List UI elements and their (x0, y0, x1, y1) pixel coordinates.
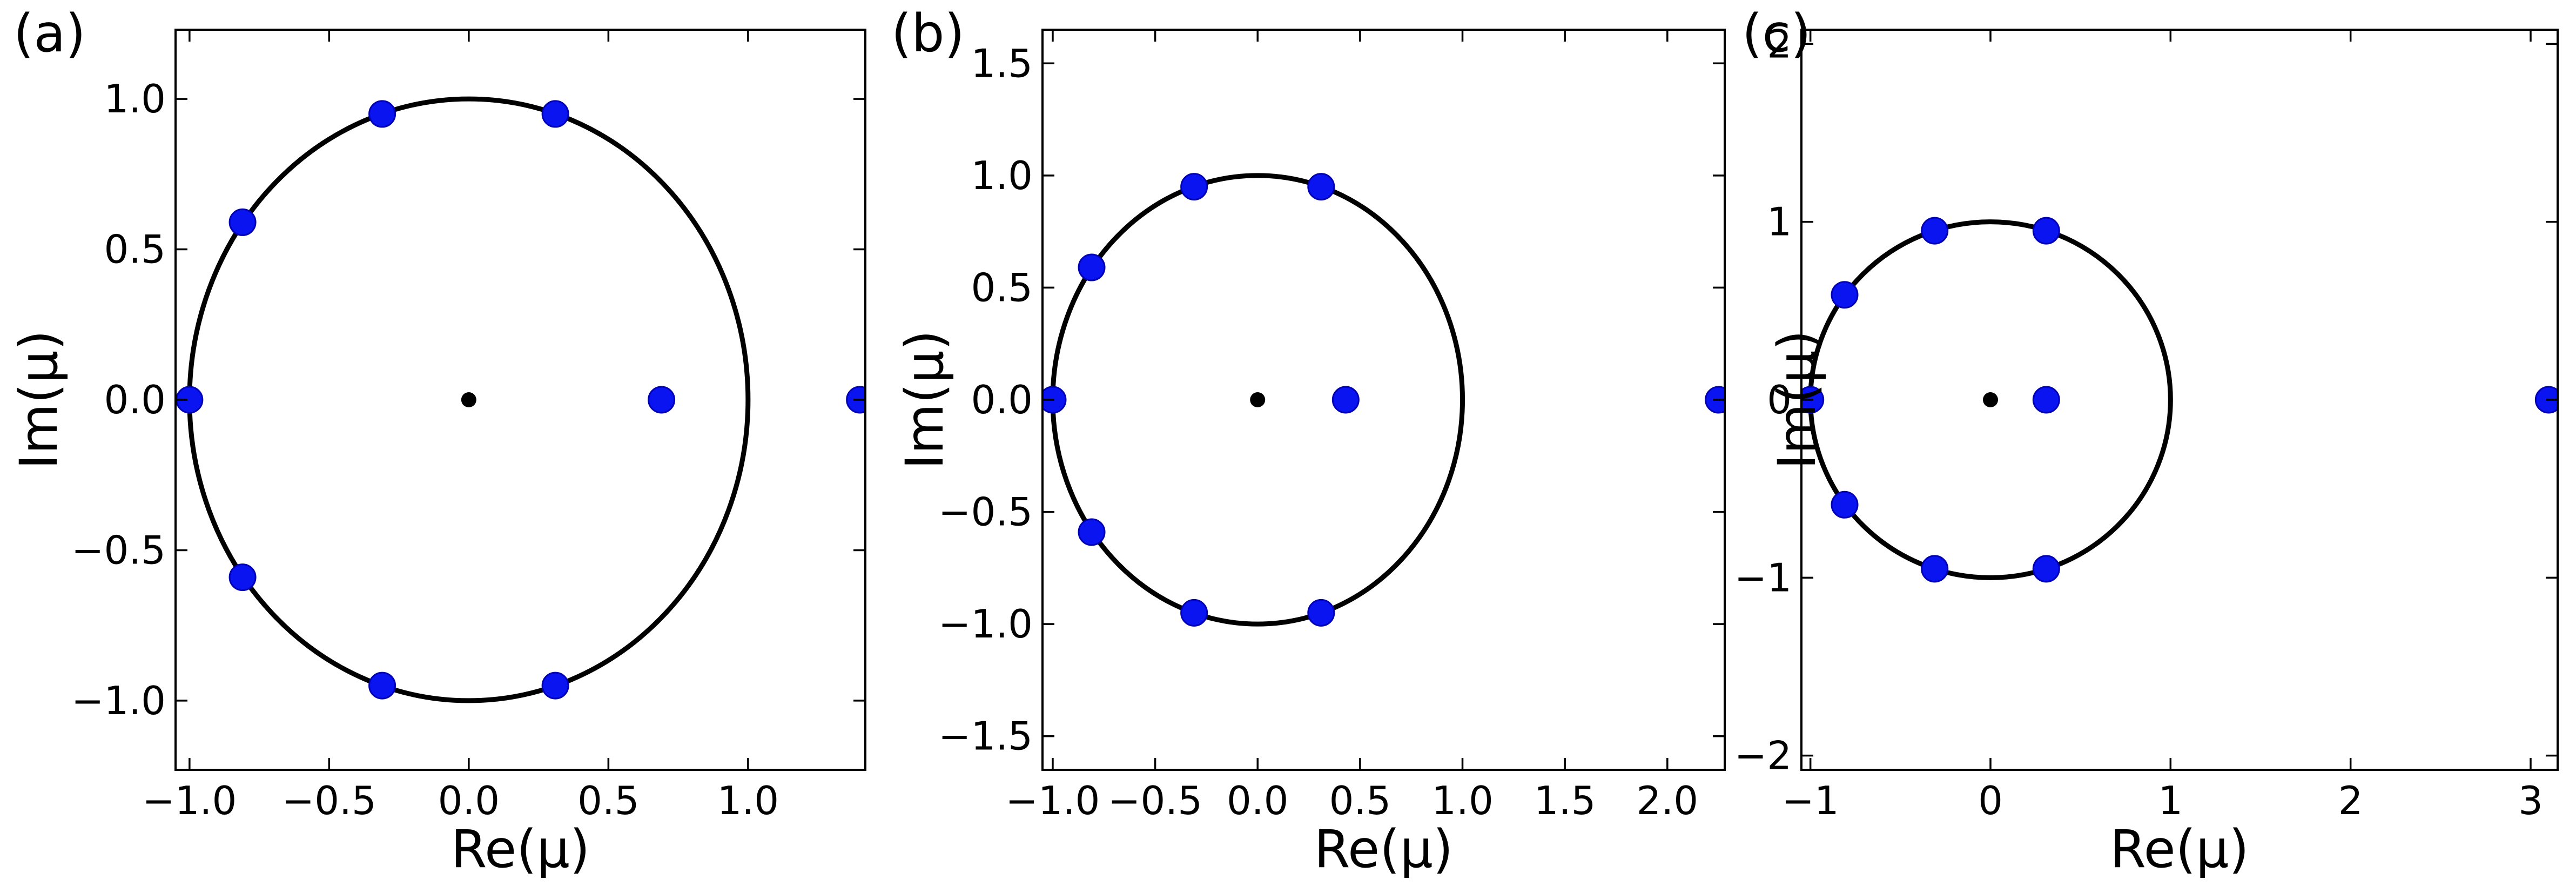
x-tick-label: −1 (1782, 778, 1839, 823)
x-tick-label: 2.0 (1637, 778, 1699, 823)
data-point-1 (2032, 217, 2060, 245)
data-point-3 (1831, 281, 1859, 309)
x-tick-label: 0.5 (1329, 778, 1391, 823)
data-point-5 (1078, 518, 1106, 546)
data-point-1 (541, 100, 569, 128)
x-tick-label: 1.0 (1431, 778, 1494, 823)
y-axis-label: Im(μ) (9, 330, 69, 469)
x-tick-label: 1 (2158, 778, 2183, 823)
data-point-5 (1831, 491, 1859, 519)
y-tick-label: −1 (1734, 555, 1792, 600)
x-axis-label: Re(μ) (451, 819, 590, 879)
data-point-5 (228, 563, 257, 592)
data-point-6 (1921, 555, 1949, 583)
y-tick-label: 0.0 (104, 377, 166, 422)
data-point-6 (1180, 599, 1208, 627)
data-point-2 (368, 100, 396, 128)
y-axis-label: Im(μ) (894, 330, 955, 469)
data-point-8 (2032, 386, 2060, 414)
center-point (1983, 392, 1998, 407)
axes-frame (1800, 29, 2559, 771)
panel-1: (a) −1.0 −0.5 0.0 0.5 1.0 −1.0 −0.5 0.0 0.5 1.0 Re(… (9, 3, 866, 879)
y-tick-label: −1.0 (938, 601, 1033, 647)
panel-label: (a) (14, 3, 86, 64)
x-axis-label: Re(μ) (1314, 819, 1453, 879)
data-point-6 (368, 672, 396, 700)
data-point-8 (648, 386, 676, 414)
y-tick-label: 1.0 (971, 153, 1033, 198)
panel-2: (b)−1.0 −0.5 0.0 0.5 1.0 1.5 2.0−1.5−1.0−0.50.… (891, 3, 1726, 879)
x-tick-label: 0.0 (1227, 778, 1289, 823)
axes-frame (174, 29, 866, 771)
panel-label: (b) (891, 3, 965, 64)
y-axis-label: Im(μ) (1767, 330, 1827, 469)
plot-area (1042, 173, 1725, 627)
data-point-1 (1307, 173, 1335, 201)
x-tick-label: −0.5 (1108, 778, 1202, 823)
data-point-8 (1331, 386, 1360, 414)
plot-area (1801, 217, 2558, 583)
panel-label: (c) (1742, 3, 1811, 64)
y-tick-label: 1.0 (104, 76, 166, 122)
x-tick-label: −1.0 (142, 778, 237, 823)
center-point (1250, 392, 1266, 407)
data-point-7 (2032, 555, 2060, 583)
y-tick-label: 0.0 (971, 377, 1033, 422)
x-tick-label: 3 (2518, 778, 2543, 823)
y-tick-label: 0 (1767, 377, 1792, 422)
y-tick-label: −0.5 (938, 489, 1033, 535)
x-tick-label: 0 (1978, 778, 2003, 823)
x-tick-label: 2 (2338, 778, 2363, 823)
y-tick-label: −1.0 (71, 678, 166, 723)
y-tick-label: 2 (1767, 21, 1792, 66)
y-tick-label: −2 (1734, 733, 1792, 778)
x-tick-label: −1.0 (1006, 778, 1100, 823)
y-tick-label: −0.5 (71, 527, 166, 573)
center-point (461, 392, 476, 407)
data-point-2 (1180, 173, 1208, 201)
x-tick-label: 0.0 (438, 778, 500, 823)
data-point-2 (1921, 217, 1949, 245)
y-tick-label: −1.5 (938, 714, 1033, 759)
x-axis-label: Re(μ) (2110, 819, 2249, 879)
x-tick-label: 1.5 (1534, 778, 1596, 823)
axes-frame (1041, 29, 1726, 771)
x-tick-label: 0.5 (577, 778, 640, 823)
x-tick-label: 1.0 (717, 778, 779, 823)
x-tick-label: −0.5 (282, 778, 376, 823)
plot-area (176, 96, 865, 703)
y-tick-label: 1 (1767, 199, 1792, 245)
data-point-3 (1078, 253, 1106, 281)
y-tick-label: 0.5 (971, 265, 1033, 310)
y-tick-label: 0.5 (104, 227, 166, 272)
y-tick-label: 1.5 (971, 41, 1033, 86)
data-point-3 (228, 208, 257, 236)
data-point-7 (541, 672, 569, 700)
data-point-7 (1307, 599, 1335, 627)
